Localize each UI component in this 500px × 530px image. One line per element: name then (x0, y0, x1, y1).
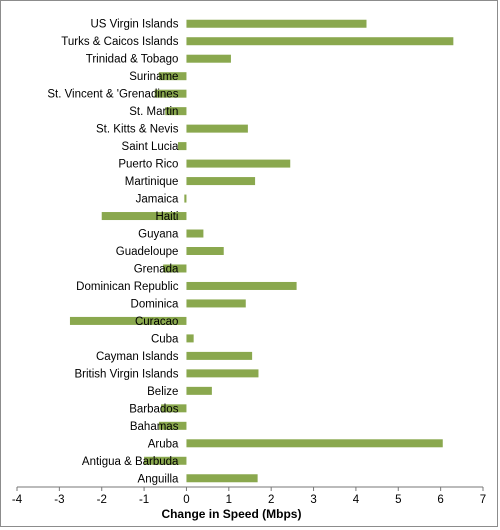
x-tick-label: 6 (437, 494, 443, 506)
bar (186, 37, 454, 46)
category-label: Grenada (134, 263, 179, 275)
category-label: Barbados (129, 403, 178, 415)
bar (186, 474, 258, 483)
category-label: Cuba (151, 333, 179, 345)
category-label: Dominica (131, 298, 180, 310)
bar (186, 124, 248, 133)
category-label: St. Martin (129, 106, 178, 118)
x-tick-label: 4 (353, 494, 360, 506)
category-label: Anguilla (138, 473, 180, 485)
bar (154, 89, 187, 98)
bar (186, 19, 367, 28)
bar (186, 351, 253, 360)
bar (177, 142, 187, 151)
bar (186, 386, 212, 395)
category-label: Curacao (135, 316, 178, 328)
bar (69, 316, 187, 325)
category-label: Haiti (155, 211, 178, 223)
category-label: Puerto Rico (118, 159, 178, 171)
category-label: Turks & Caicos Islands (61, 36, 178, 48)
category-label: Martinique (125, 176, 179, 188)
x-tick-label: -2 (97, 494, 107, 506)
bar (101, 212, 187, 221)
x-tick-label: 5 (395, 494, 401, 506)
bar (186, 334, 194, 343)
bar (158, 421, 187, 430)
category-label: Cayman Islands (96, 351, 179, 363)
bar (163, 264, 187, 273)
bar (186, 159, 291, 168)
x-ticks-group: -4 -3 -2 -1 0 1 2 3 4 5 6 7 (12, 487, 486, 506)
category-label: St. Kitts & Nevis (96, 124, 179, 136)
bar (186, 54, 231, 63)
x-tick-label: -1 (139, 494, 149, 506)
x-tick-label: 7 (480, 494, 486, 506)
category-label: Aruba (148, 438, 179, 450)
bar (184, 194, 187, 203)
bars-group (69, 19, 454, 483)
x-tick-label: -4 (12, 494, 23, 506)
category-label: US Virgin Islands (90, 19, 178, 31)
category-label: Trinidad & Tobago (86, 54, 179, 66)
category-label: Belize (147, 386, 178, 398)
bar (165, 107, 187, 116)
category-label: Dominican Republic (76, 281, 179, 293)
x-axis-title: Change in Speed (Mbps) (161, 507, 301, 521)
x-tick-label: 1 (226, 494, 232, 506)
bar (144, 456, 187, 465)
bar (186, 229, 204, 238)
bar (161, 404, 187, 413)
category-label: Saint Lucia (122, 141, 180, 153)
x-tick-label: 0 (183, 494, 189, 506)
category-label: Bahamas (130, 421, 179, 433)
category-label: Antigua & Barbuda (82, 456, 179, 468)
bar (186, 247, 224, 255)
bar (158, 72, 187, 81)
bar (186, 439, 443, 448)
x-tick-label: -3 (54, 494, 64, 506)
category-label: Guyana (138, 229, 179, 241)
category-label: British Virgin Islands (74, 368, 178, 380)
x-tick-label: 2 (268, 494, 274, 506)
category-label: St. Vincent & 'Grenadines (47, 89, 178, 101)
bar (186, 299, 246, 308)
category-label: Guadeloupe (116, 246, 179, 258)
category-label: Jamaica (136, 194, 179, 206)
bar (186, 177, 256, 186)
x-tick-label: 3 (310, 494, 316, 506)
bar (186, 281, 297, 290)
category-labels-group: US Virgin Islands Turks & Caicos Islands T… (47, 19, 179, 486)
category-label: Suriname (129, 71, 178, 83)
bar (186, 369, 259, 378)
